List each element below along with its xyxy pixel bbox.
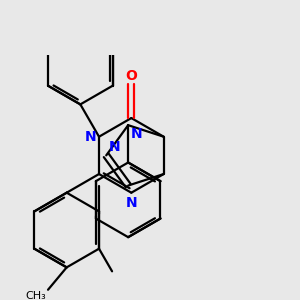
Text: N: N <box>131 127 143 141</box>
Text: N: N <box>109 140 121 154</box>
Text: N: N <box>125 196 137 210</box>
Text: N: N <box>84 130 96 144</box>
Text: CH₃: CH₃ <box>26 291 46 300</box>
Text: Cl: Cl <box>74 0 87 2</box>
Text: O: O <box>125 69 137 82</box>
